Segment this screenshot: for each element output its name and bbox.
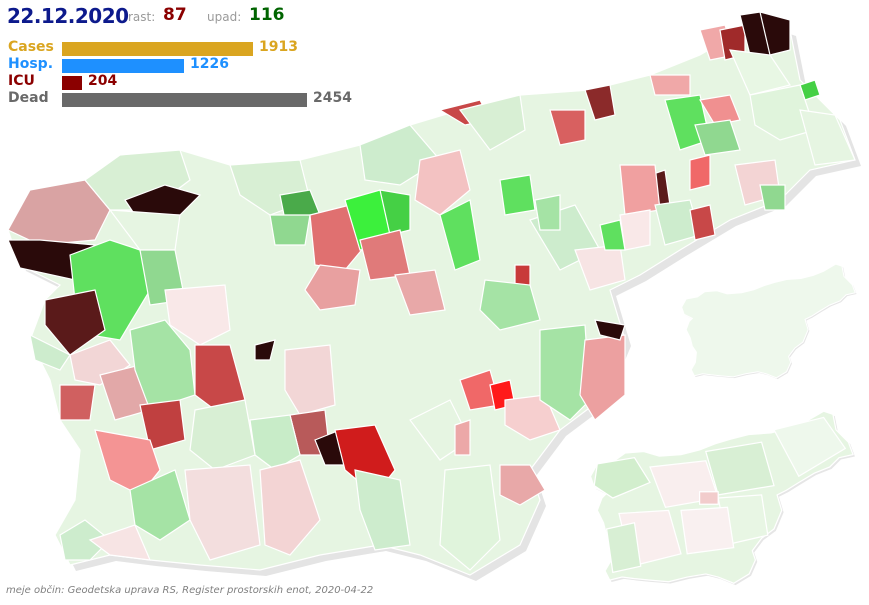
legend-value-hosp: 1226 [190, 56, 229, 72]
legend-bar-dead [62, 93, 307, 107]
legend-label-hosp: Hosp. [8, 56, 54, 72]
legend-label-cases: Cases [8, 39, 54, 55]
legend-value-dead: 2454 [313, 90, 352, 106]
upad-value: 116 [249, 5, 285, 25]
legend-bar-cases [62, 42, 253, 56]
legend-label-dead: Dead [8, 90, 49, 106]
upad-label: upad: [207, 10, 242, 24]
legend-value-icu: 204 [88, 73, 118, 89]
legend-value-cases: 1913 [259, 39, 298, 55]
legend-label-icu: ICU [8, 73, 35, 89]
legend-bar-icu [62, 76, 82, 90]
mini-map-deaths [589, 410, 855, 586]
map-attribution: meje občin: Geodetska uprava RS, Registe… [6, 585, 374, 596]
date-label: 22.12.2020 [7, 4, 129, 28]
legend-bar-hosp [62, 59, 184, 73]
slovenia-main-map [7, 11, 856, 576]
rast-label: rast: [128, 10, 156, 24]
mini-map-cases [681, 263, 857, 380]
rast-value: 87 [163, 5, 187, 25]
